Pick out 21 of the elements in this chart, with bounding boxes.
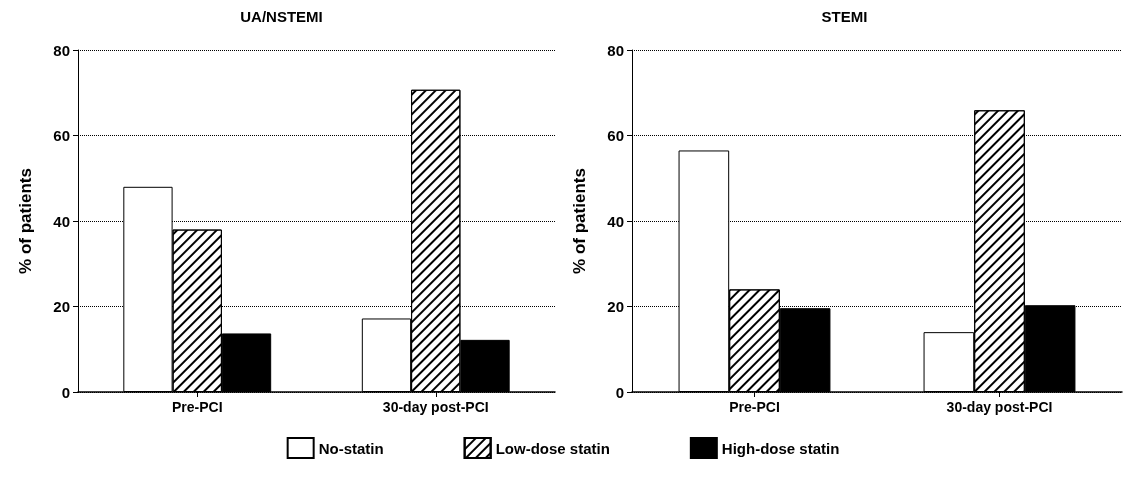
y-tick-label: 40 (607, 212, 624, 230)
x-tick-label: 30-day post-PCI (382, 399, 489, 415)
legend-label: No-statin (318, 439, 384, 457)
y-tick-label: 0 (615, 383, 624, 401)
y-axis-title: % of patients (16, 168, 35, 274)
y-tick-label: 60 (53, 127, 70, 144)
y-tick-label: 20 (53, 298, 70, 315)
y-tick-label: 80 (607, 41, 624, 59)
chart-title: STEMI (821, 8, 868, 25)
y-tick-label: 20 (607, 298, 624, 315)
chart-title: UA/NSTEMI (240, 8, 323, 25)
y-tick-label: 40 (53, 212, 70, 230)
x-tick-label: Pre-PCI (171, 399, 223, 415)
y-axis-title: % of patients (570, 168, 589, 274)
y-tick-label: 0 (61, 383, 70, 401)
y-tick-label: 80 (53, 41, 70, 59)
legend-label: High-dose statin (721, 439, 840, 457)
legend-label: Low-dose statin (495, 439, 610, 457)
y-tick-label: 60 (607, 127, 624, 144)
x-tick-label: Pre-PCI (729, 399, 780, 415)
x-tick-label: 30-day post-PCI (946, 399, 1053, 415)
